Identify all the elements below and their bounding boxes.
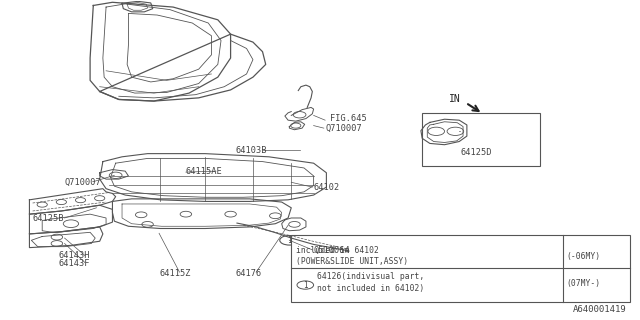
Text: 64176: 64176 — [236, 268, 262, 278]
Text: (POWER&SLIDE UNIT,ASSY): (POWER&SLIDE UNIT,ASSY) — [296, 257, 408, 266]
Bar — [422, 113, 540, 166]
Bar — [291, 235, 630, 302]
Text: Q710007: Q710007 — [65, 178, 101, 187]
Text: not included in 64102): not included in 64102) — [317, 284, 424, 293]
Text: 64115Z: 64115Z — [159, 268, 191, 278]
Text: 64143F: 64143F — [58, 259, 90, 268]
Text: FIG.645: FIG.645 — [330, 114, 366, 123]
Text: (-06MY): (-06MY) — [566, 252, 600, 261]
Text: (07MY-): (07MY-) — [566, 278, 600, 288]
Text: 64125D: 64125D — [461, 148, 492, 156]
Text: IN: IN — [449, 94, 461, 104]
Text: 64125B: 64125B — [33, 214, 64, 223]
Text: included in 64102: included in 64102 — [296, 246, 380, 255]
Text: A640001419: A640001419 — [573, 305, 627, 314]
Text: 64102: 64102 — [314, 183, 340, 192]
Text: 1: 1 — [303, 281, 308, 290]
Text: 1: 1 — [287, 236, 292, 245]
Text: 64126(indivisual part,: 64126(indivisual part, — [317, 272, 424, 281]
Text: Q710007: Q710007 — [325, 124, 362, 132]
Text: Q510064: Q510064 — [314, 246, 350, 255]
Text: 64115AE: 64115AE — [186, 167, 223, 176]
Text: 64143H: 64143H — [58, 251, 90, 260]
Text: 64103B: 64103B — [236, 146, 268, 155]
